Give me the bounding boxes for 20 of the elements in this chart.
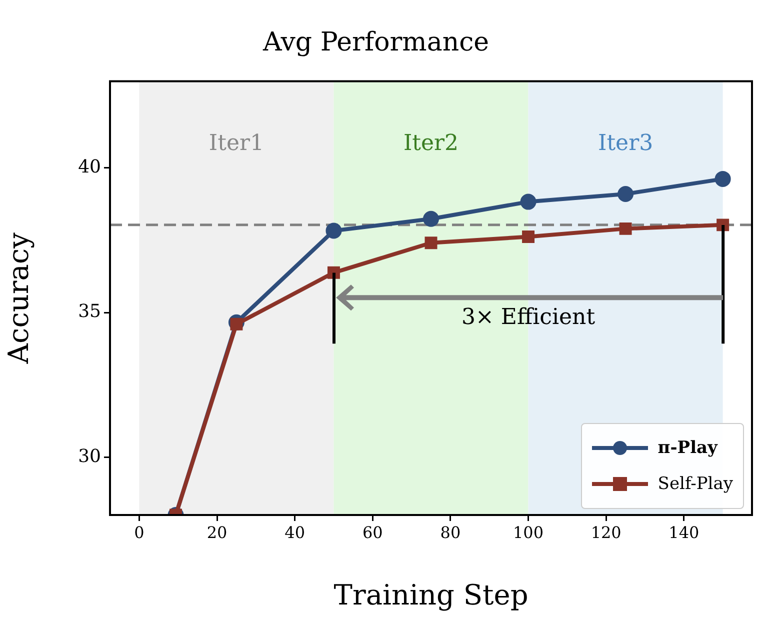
x-axis-title: Training Step: [334, 578, 528, 612]
x-tick-label: 60: [362, 522, 383, 542]
band-label: Iter2: [403, 130, 459, 156]
x-tick-label: 40: [284, 522, 305, 542]
band-label: Iter1: [208, 130, 264, 156]
x-tick-label: 20: [206, 522, 228, 542]
x-tick-label: 120: [590, 522, 622, 542]
y-axis-title: Accuracy: [2, 232, 36, 365]
band-label: Iter3: [598, 130, 654, 156]
x-tick-label: 140: [668, 522, 700, 542]
legend-label: Self-Play: [658, 474, 733, 494]
y-tick-label: 35: [78, 301, 101, 322]
x-tick-label: 0: [134, 522, 144, 542]
y-tick-label: 30: [78, 446, 101, 467]
legend-label: π-Play: [658, 438, 718, 458]
y-tick-label: 40: [78, 156, 101, 178]
chart-title: Avg Performance: [262, 27, 490, 58]
annotation: 3× Efficient: [462, 305, 596, 330]
x-tick-label: 100: [513, 522, 544, 542]
x-tick-label: 80: [440, 522, 461, 542]
